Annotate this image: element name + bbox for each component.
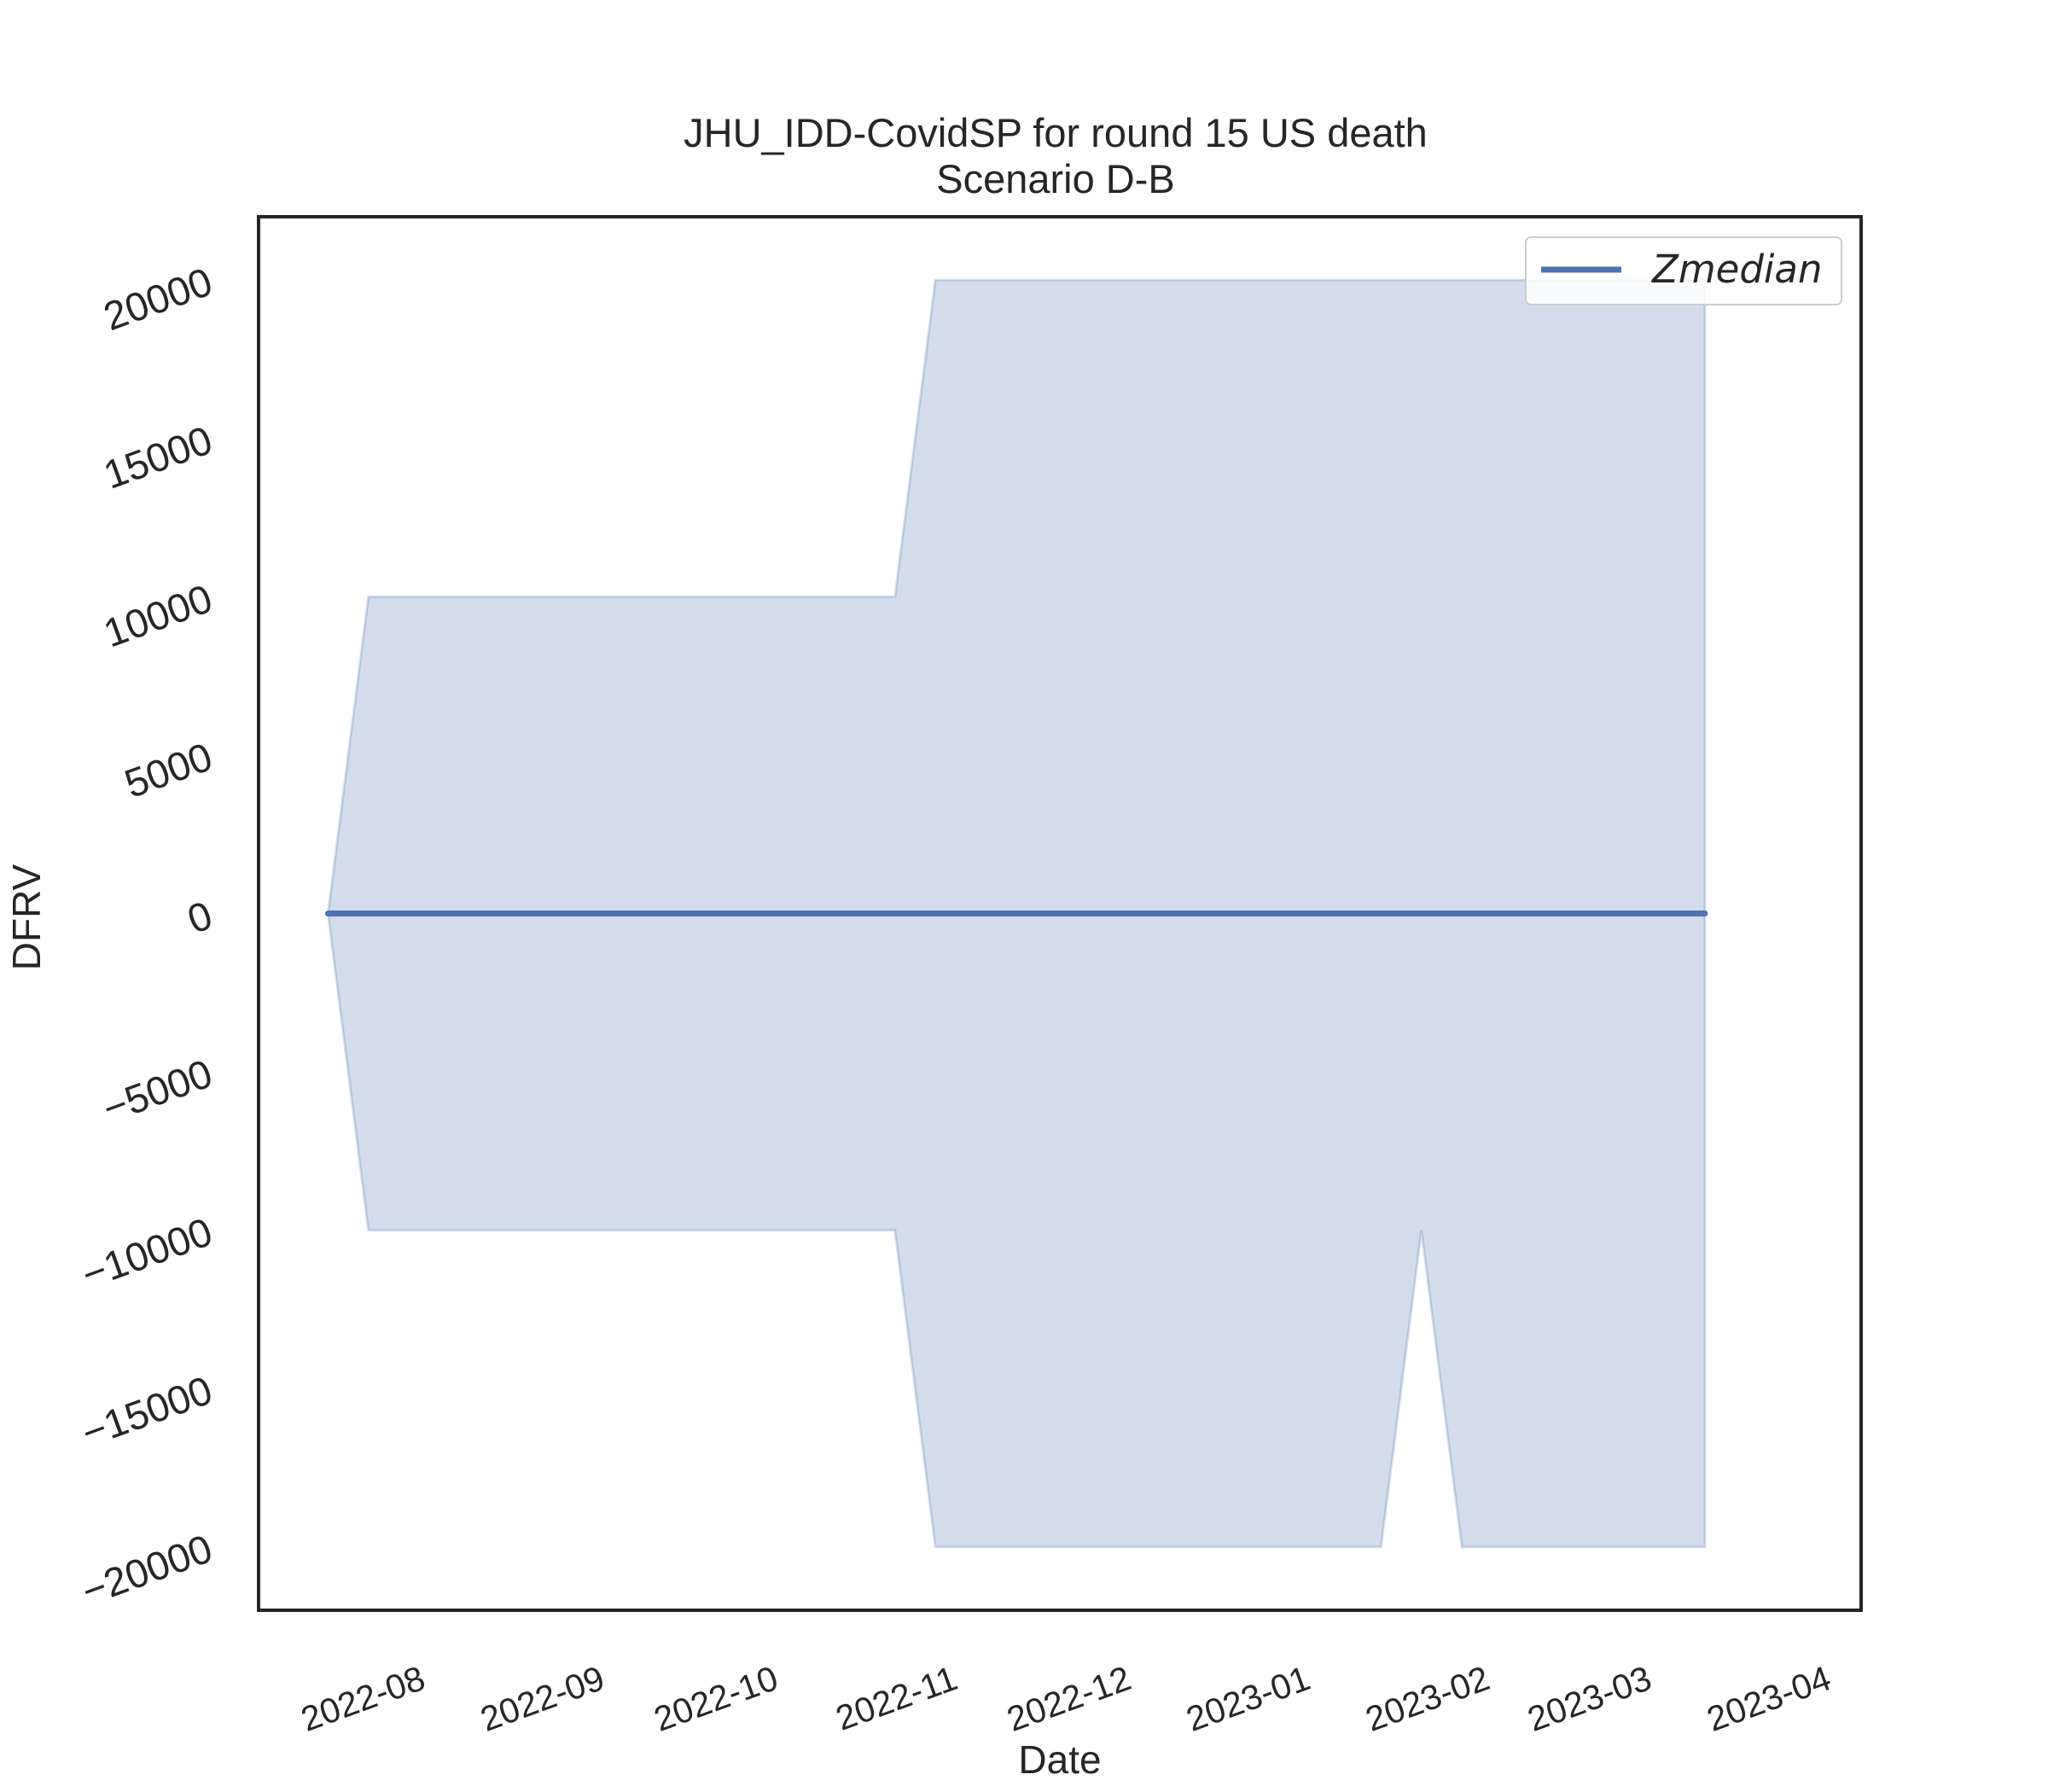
x-tick-label: 2022-11 bbox=[830, 1658, 962, 1738]
chart-subtitle: Scenario D-B bbox=[936, 156, 1175, 201]
x-tick-label: 2022-08 bbox=[296, 1658, 430, 1739]
x-tick-labels: 2022-08 2022-09 2022-10 2022-11 2022-12 2023-… bbox=[296, 1658, 1836, 1739]
legend: Zmedian bbox=[1525, 236, 1842, 305]
y-tick-label: 15000 bbox=[97, 416, 218, 497]
legend-box bbox=[1525, 236, 1842, 305]
y-axis-label: DFRV bbox=[4, 864, 49, 970]
legend-label-zmedian: Zmedian bbox=[1651, 247, 1823, 292]
x-tick-label: 2022-10 bbox=[649, 1658, 783, 1739]
y-tick-label: 5000 bbox=[119, 733, 218, 806]
y-tick-label: 0 bbox=[182, 892, 218, 942]
x-tick-label: 2022-12 bbox=[1002, 1658, 1136, 1739]
x-tick-label: 2023-03 bbox=[1522, 1658, 1656, 1739]
x-tick-label: 2023-04 bbox=[1702, 1658, 1836, 1739]
x-axis-label: Date bbox=[1018, 1737, 1101, 1782]
y-tick-label: 20000 bbox=[97, 259, 218, 340]
y-tick-label: −5000 bbox=[96, 1050, 218, 1132]
x-tick-label: 2023-02 bbox=[1360, 1658, 1494, 1739]
y-tick-labels: 20000 15000 10000 5000 0 −5000 −10000 −15000 −20… bbox=[76, 259, 218, 1614]
chart-title: JHU_IDD-CovidSP for round 15 US death bbox=[684, 110, 1428, 155]
x-tick-label: 2023-01 bbox=[1181, 1658, 1315, 1739]
y-tick-label: −10000 bbox=[76, 1208, 218, 1297]
y-tick-label: −15000 bbox=[76, 1367, 218, 1456]
y-tick-label: 10000 bbox=[97, 575, 218, 656]
x-tick-label: 2022-09 bbox=[475, 1658, 609, 1739]
plot-frame bbox=[257, 215, 1863, 1612]
y-tick-label: −20000 bbox=[76, 1525, 218, 1614]
